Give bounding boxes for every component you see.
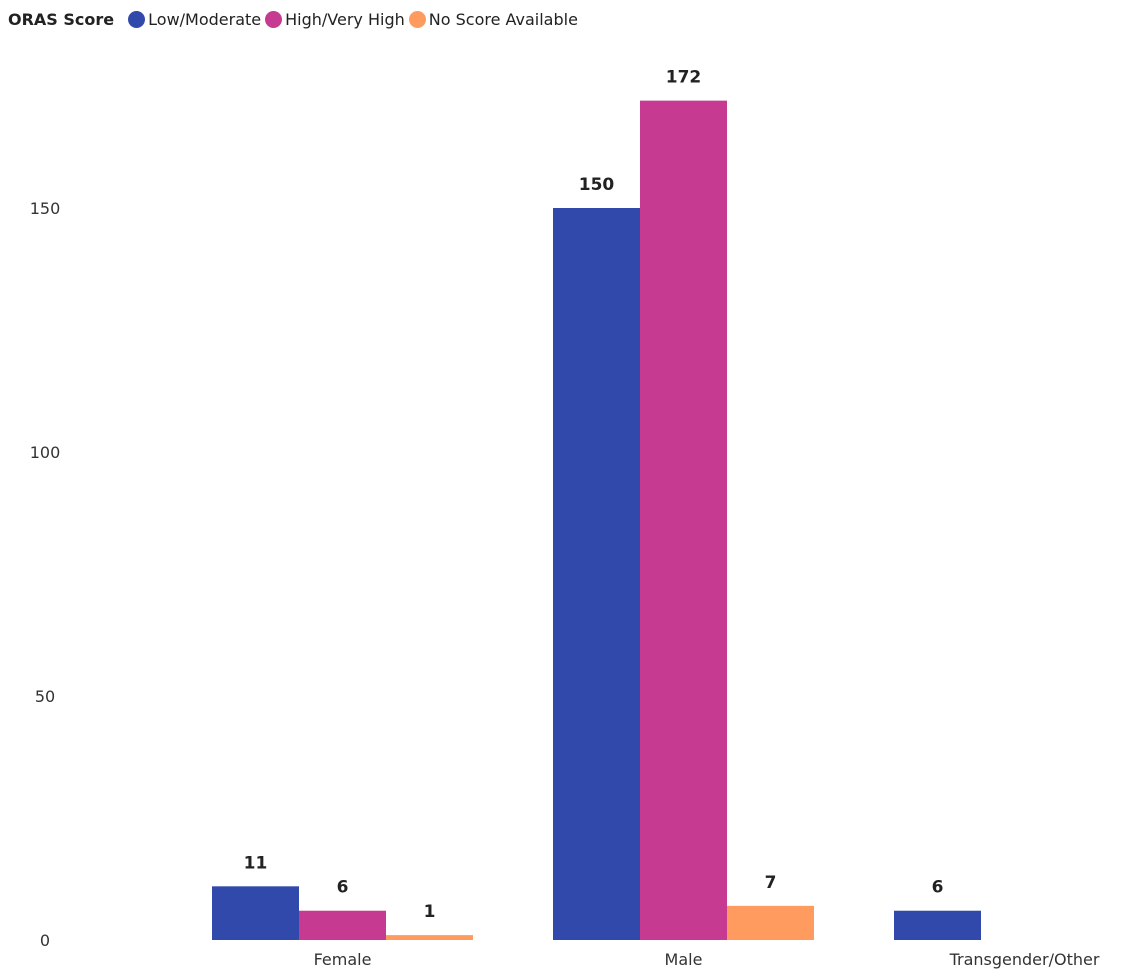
bar-high-very-high-female[interactable] [299, 910, 386, 940]
chart-legend: ORAS Score Low/Moderate High/Very High N… [8, 5, 582, 33]
legend-swatch-no-score [408, 10, 426, 28]
legend-item-no-score[interactable]: No Score Available [408, 9, 578, 29]
legend-item-high-very-high[interactable]: High/Very High [265, 10, 405, 29]
x-axis: Female Male Transgender/Other [314, 950, 1100, 969]
y-axis: 0 50 100 150 [30, 199, 61, 950]
bar-low-moderate-transgender-other[interactable] [894, 910, 981, 940]
data-label-no-score-available-female: 1 [424, 902, 436, 922]
legend-swatch-high-very-high [265, 10, 283, 28]
data-label-no-score-available-male: 7 [765, 873, 777, 893]
legend-item-low-moderate[interactable]: Low/Moderate [128, 10, 261, 29]
y-tick-label-100: 100 [30, 443, 61, 462]
legend-swatch-low-moderate [128, 10, 146, 28]
data-label-low-moderate-transgender-other: 6 [932, 878, 944, 898]
data-label-low-moderate-female: 11 [244, 853, 268, 873]
bar-high-very-high-male[interactable] [640, 100, 727, 940]
legend-label-no-score: No Score Available [428, 9, 578, 29]
data-label-low-moderate-male: 150 [579, 175, 615, 195]
bars [212, 100, 981, 940]
legend-title: ORAS Score [8, 9, 115, 29]
legend-label-high-very-high: High/Very High [285, 9, 405, 29]
x-tick-label-male: Male [665, 950, 703, 969]
bar-no-score-available-male[interactable] [727, 905, 814, 940]
data-labels: 11 150 6 6 172 1 7 [244, 68, 944, 922]
data-label-high-very-high-female: 6 [337, 878, 349, 898]
data-label-high-very-high-male: 172 [666, 68, 702, 88]
bar-no-score-available-female[interactable] [386, 935, 473, 940]
legend-label-low-moderate: Low/Moderate [148, 9, 262, 29]
y-tick-label-150: 150 [30, 199, 61, 218]
y-tick-label-0: 0 [40, 931, 50, 950]
y-tick-label-50: 50 [35, 687, 55, 706]
bar-low-moderate-male[interactable] [553, 208, 640, 940]
bar-low-moderate-female[interactable] [212, 886, 299, 940]
x-tick-label-female: Female [314, 950, 372, 969]
x-tick-label-transgender-other: Transgender/Other [949, 950, 1100, 969]
